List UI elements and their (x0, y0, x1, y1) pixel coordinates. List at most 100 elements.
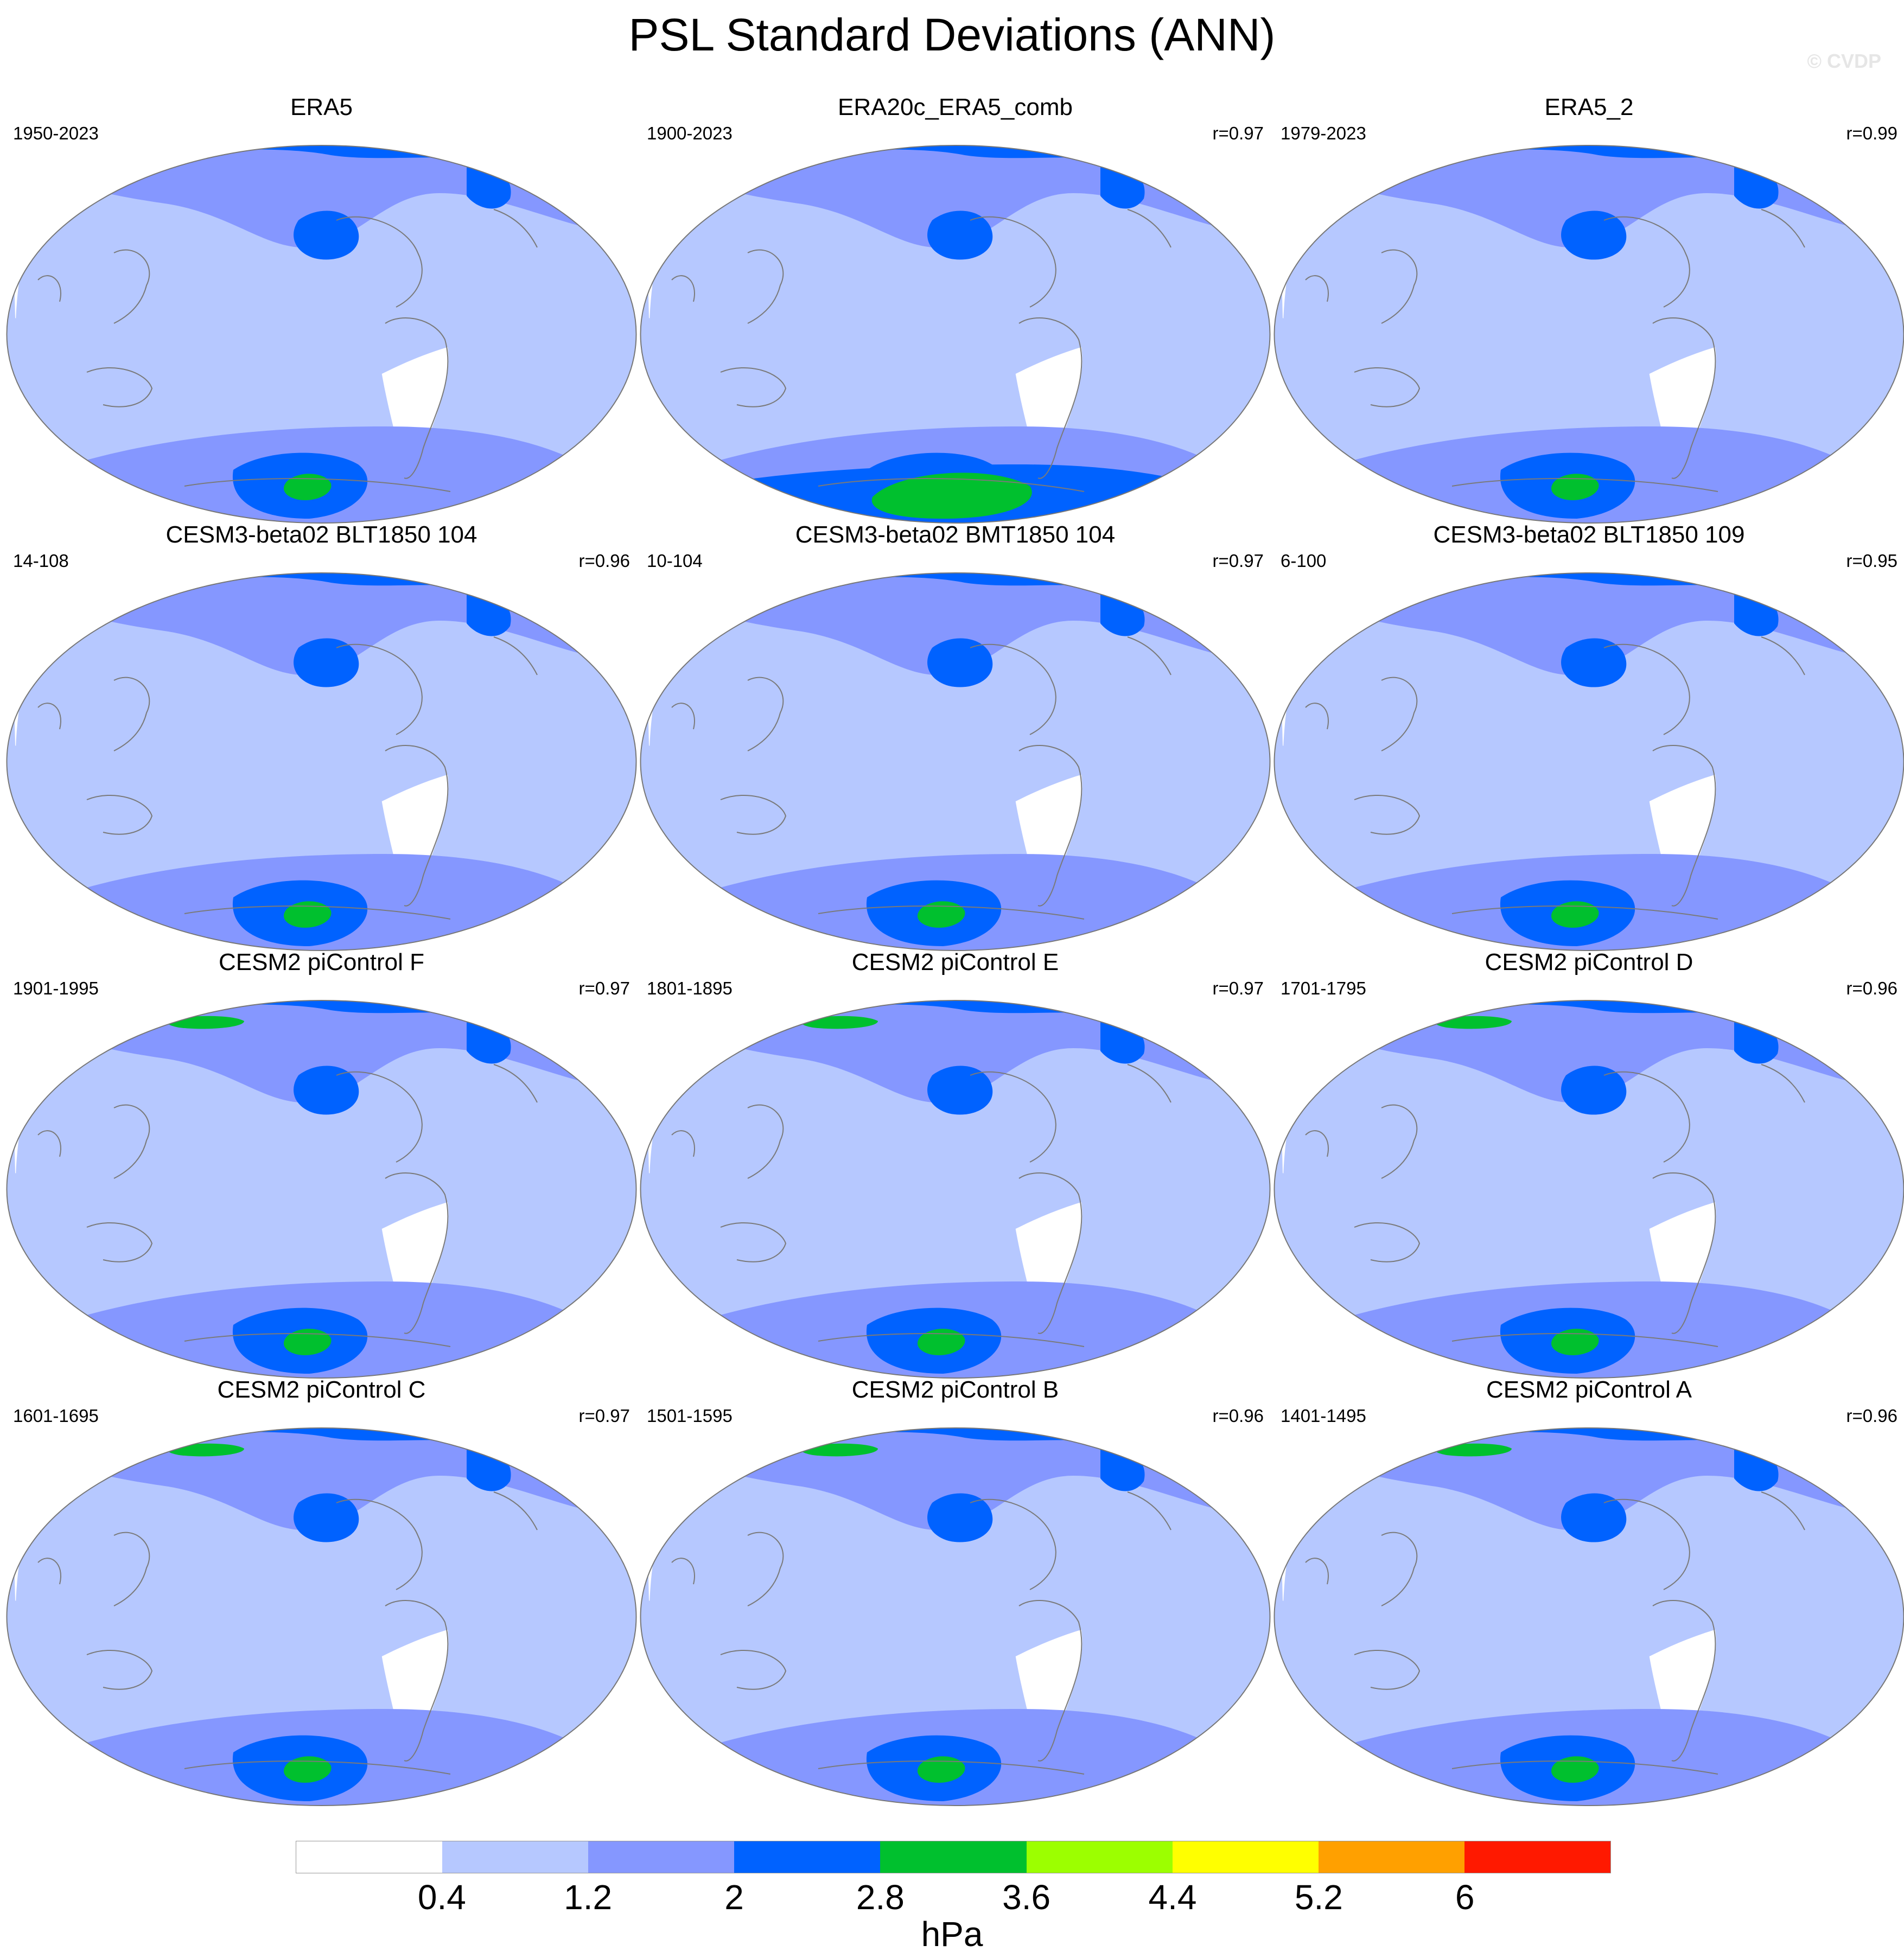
coastline (1381, 249, 1418, 324)
coastline (1018, 317, 1082, 479)
contour-region (1100, 592, 1145, 636)
coastline (747, 1532, 784, 1606)
coastline (747, 1104, 784, 1179)
map-panel: CESM2 piControl A 1401-1495 r=0.96 (1273, 1375, 1904, 1806)
contour-region (649, 1525, 1263, 1680)
coastline (37, 1130, 61, 1157)
robinson-map (5, 144, 638, 524)
coastline (493, 209, 538, 248)
contour-region (283, 901, 332, 928)
contour-region (1551, 1329, 1599, 1355)
panel-pattern-correlation: r=0.97 (578, 1406, 631, 1426)
coastline (1603, 1498, 1690, 1590)
map-panel: CESM2 piControl B 1501-1595 r=0.96 (639, 1375, 1271, 1806)
cvdp-watermark: © CVDP (1807, 50, 1881, 72)
coastline (1381, 677, 1418, 751)
coastline (1018, 1600, 1082, 1762)
coastline (113, 1104, 150, 1179)
contour-region (294, 638, 359, 687)
coastline (336, 216, 423, 308)
colorbar-tick-label: 3.6 (1002, 1878, 1051, 1917)
coastline (86, 367, 153, 407)
panel-pattern-correlation: r=0.96 (1846, 1406, 1898, 1426)
panel-period: 1401-1495 (1281, 1406, 1366, 1426)
contour-region (1100, 1020, 1145, 1064)
coastline (37, 1558, 61, 1585)
coastline (493, 1064, 538, 1103)
coastline (671, 1130, 695, 1157)
contour-region (467, 592, 511, 636)
contour-region (294, 1066, 359, 1115)
map-panel: CESM3-beta02 BLT1850 104 14-108 r=0.96 (5, 520, 638, 951)
coastline (1354, 1222, 1421, 1262)
coastline (970, 1071, 1056, 1163)
robinson-map (639, 144, 1271, 524)
coastline (385, 317, 449, 479)
panel-period: 1900-2023 (647, 123, 733, 143)
map-panel: CESM3-beta02 BMT1850 104 10-104 r=0.97 (639, 520, 1271, 951)
map-outline (6, 572, 637, 951)
coastline (1603, 643, 1690, 735)
colorbar-swatch (1172, 1841, 1319, 1873)
robinson-map (5, 1427, 638, 1807)
coastline (336, 643, 423, 735)
contour-region (927, 1493, 993, 1542)
coastline (1451, 905, 1718, 920)
colorbar-tick-label: 4.4 (1148, 1878, 1197, 1917)
coastline (113, 249, 150, 324)
contour-region (1561, 211, 1627, 260)
contour-region (927, 638, 993, 687)
contour-region (1100, 1447, 1145, 1491)
map-panel: ERA5 1950-2023 (5, 92, 638, 524)
contour-region (1734, 165, 1779, 209)
coastline (86, 1650, 153, 1690)
coastline (184, 1761, 451, 1775)
coastline (1451, 1761, 1718, 1775)
coastline (1652, 1600, 1716, 1762)
coastline (747, 677, 784, 751)
contour-region (283, 1756, 332, 1783)
contour-region (1283, 1097, 1897, 1252)
panel-title: CESM3-beta02 BLT1850 104 (165, 521, 477, 548)
panel-period: 6-100 (1281, 551, 1327, 571)
contour-region (1283, 1525, 1897, 1680)
coastline (184, 905, 451, 920)
map-panel: ERA20c_ERA5_comb 1900-2023 r=0.97 (639, 92, 1271, 524)
map-outline (6, 145, 637, 524)
panel-title: CESM2 piControl A (1486, 1376, 1692, 1403)
coastline (720, 795, 787, 835)
contour-region (467, 1447, 511, 1491)
contour-region (15, 242, 629, 397)
map-outline (6, 1000, 637, 1379)
coastline (1381, 1104, 1418, 1179)
panel-period: 1701-1795 (1281, 978, 1366, 998)
coastline (1761, 636, 1805, 675)
coastline (671, 1558, 695, 1585)
contour-region (1734, 592, 1779, 636)
colorbar-tick-label: 2 (724, 1878, 744, 1917)
contour-region (15, 669, 629, 825)
coastline (37, 275, 61, 302)
panel-title: CESM3-beta02 BMT1850 104 (795, 521, 1116, 548)
panel-pattern-correlation: r=0.97 (1212, 123, 1264, 143)
coastline (671, 703, 695, 730)
contour-region (917, 901, 965, 928)
coastline (184, 478, 451, 492)
contour-region (1551, 901, 1599, 928)
robinson-map (639, 572, 1271, 952)
colorbar-swatch (1464, 1841, 1610, 1873)
coastline (970, 643, 1056, 735)
contour-region (294, 1493, 359, 1542)
colorbar-swatch (1318, 1841, 1464, 1873)
panel-title: ERA20c_ERA5_comb (838, 94, 1073, 120)
contour-region (649, 669, 1263, 825)
panel-title: CESM2 piControl C (217, 1376, 426, 1403)
panel-pattern-correlation: r=0.97 (578, 978, 631, 998)
coastline (1305, 275, 1329, 302)
contour-region (1551, 474, 1599, 500)
coastline (385, 745, 449, 907)
contour-region (1561, 1493, 1627, 1542)
coastline (1127, 636, 1171, 675)
map-panel: CESM2 piControl D 1701-1795 r=0.96 (1273, 947, 1904, 1379)
contour-region (15, 1525, 629, 1680)
